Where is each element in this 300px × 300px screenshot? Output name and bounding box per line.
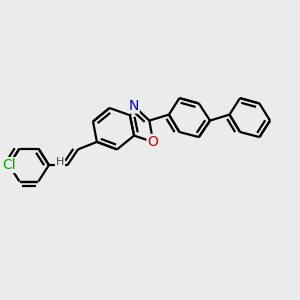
Text: N: N <box>128 99 139 112</box>
Text: O: O <box>148 135 158 149</box>
Text: H: H <box>56 157 64 167</box>
Text: Cl: Cl <box>2 158 16 172</box>
